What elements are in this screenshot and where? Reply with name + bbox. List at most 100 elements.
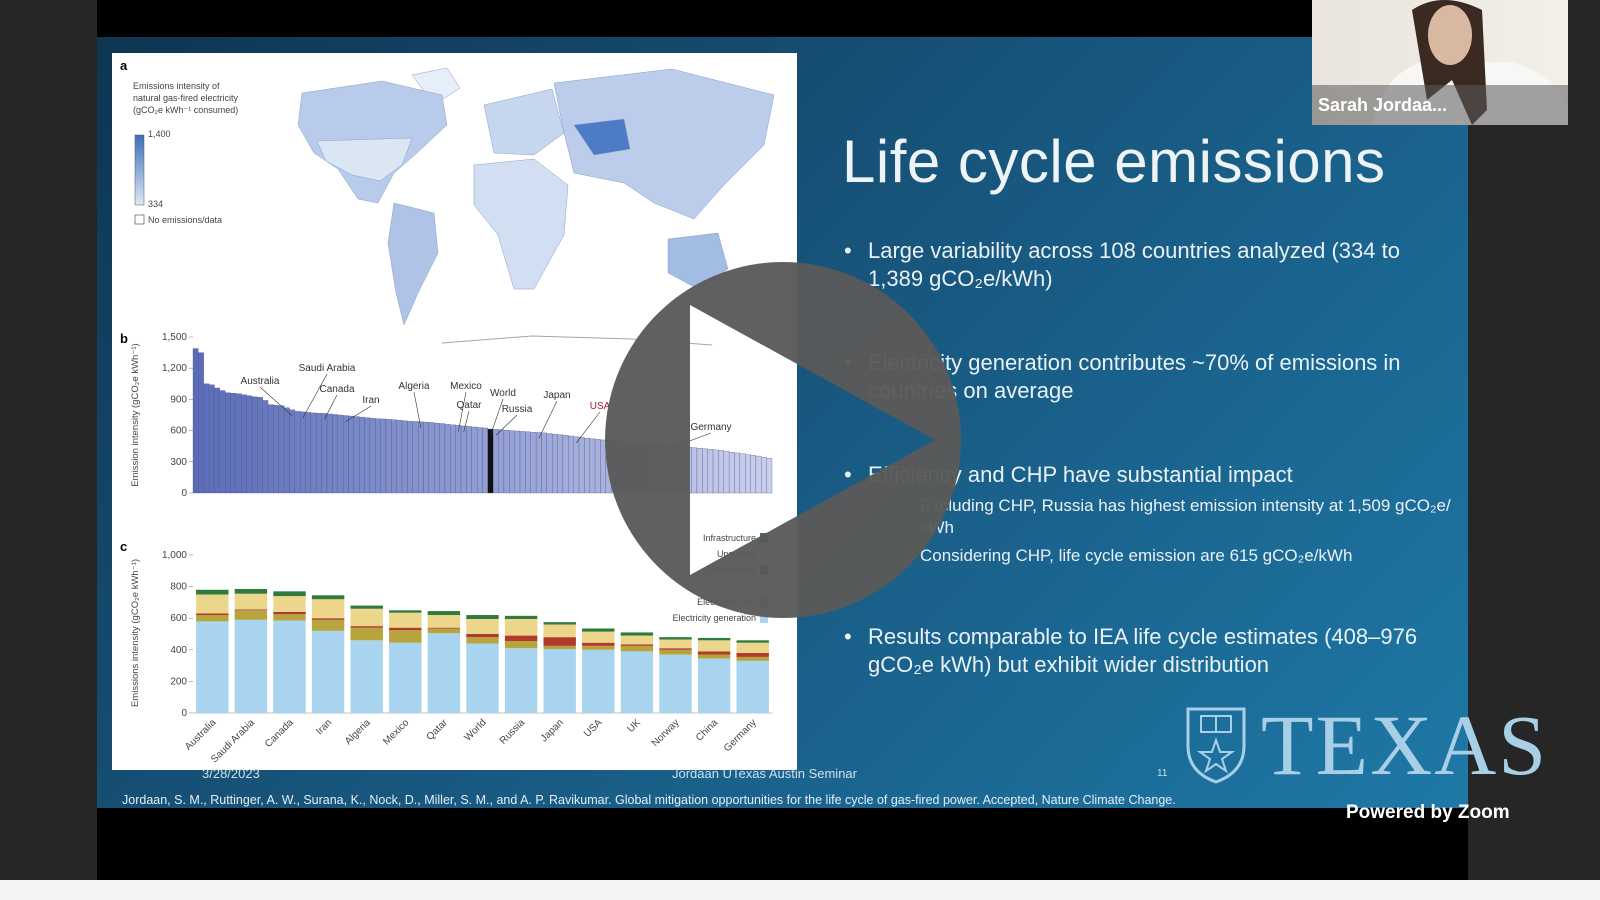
- bar-b: [766, 458, 773, 494]
- bar-segment-c: [543, 624, 576, 638]
- bar-segment-c: [466, 643, 499, 713]
- bar-segment-c: [736, 656, 769, 661]
- bar-segment-c: [504, 641, 538, 649]
- panel-c-stacked-bar-chart: 0 200 400 600 800 1,000 Emissions intensity (g…: [130, 533, 772, 765]
- bar-segment-c: [427, 633, 461, 713]
- bar-segment-c: [311, 630, 345, 713]
- bar-b: [600, 439, 606, 494]
- category-label-c: Germany: [722, 717, 759, 754]
- category-label-c: World: [463, 717, 489, 743]
- legend-label-c: Downstream: [705, 565, 756, 575]
- bar-segment-c: [736, 652, 769, 657]
- bar-segment-c: [466, 615, 499, 619]
- bar-b: [552, 433, 558, 494]
- bar-b: [241, 394, 247, 494]
- participant-name-bar: Sarah Jordaa...: [1312, 85, 1568, 125]
- bar-b: [342, 415, 349, 494]
- bar-segment-c: [427, 611, 461, 616]
- bar-segment-c: [273, 614, 306, 621]
- bar-b: [659, 445, 665, 494]
- y-axis-label-b: Emission intensity (gCO₂e kWh⁻¹): [130, 343, 141, 486]
- bottom-bar: [0, 880, 1600, 900]
- bar-segment-c: [350, 608, 383, 627]
- bar-b: [745, 454, 751, 494]
- bar-b: [412, 421, 419, 494]
- bar-segment-c: [234, 593, 268, 610]
- bullet-list: Large variability across 108 countries a…: [842, 237, 1452, 679]
- y-tick-label-c: 1,000: [162, 550, 187, 561]
- bar-segment-c: [620, 651, 654, 713]
- no-data-swatch: [134, 214, 145, 225]
- bar-b: [680, 446, 687, 494]
- country-label-b: Iran: [362, 395, 379, 406]
- category-label-c: USA: [582, 717, 605, 740]
- participant-video[interactable]: Sarah Jordaa...: [1312, 0, 1568, 125]
- bar-b: [594, 439, 601, 494]
- right-letterbox: [1468, 0, 1600, 880]
- bar-b: [578, 437, 585, 494]
- bar-b: [653, 444, 660, 494]
- bar-segment-c: [504, 615, 538, 619]
- y-axis-label-c: Emissions intensity (gCO₂e kWh⁻¹): [130, 559, 141, 707]
- map-legend-title-2: natural gas-fired electricity: [133, 93, 239, 103]
- label-leader-b: [413, 391, 422, 428]
- country-label-b: World: [490, 388, 516, 399]
- bar-b: [310, 412, 317, 494]
- bar-b: [455, 425, 462, 494]
- bar-b: [364, 417, 371, 494]
- bar-b: [348, 415, 354, 494]
- bar-b: [401, 420, 408, 494]
- bar-segment-c: [273, 596, 306, 612]
- legend-label-c: Infrastructure: [703, 533, 756, 543]
- bar-segment-c: [736, 660, 769, 713]
- bar-segment-c: [659, 649, 692, 655]
- y-tick-label-b: 1,200: [162, 363, 187, 374]
- y-tick-label-c: 800: [170, 582, 187, 593]
- bar-b: [696, 448, 703, 494]
- bar-b: [476, 427, 483, 494]
- bar-segment-c: [736, 640, 769, 643]
- country-label-b: Japan: [543, 390, 570, 401]
- bar-b: [514, 430, 521, 494]
- bar-b: [434, 422, 440, 494]
- bar-segment-c: [697, 637, 731, 641]
- bar-b: [262, 400, 269, 494]
- no-data-label: No emissions/data: [148, 215, 222, 225]
- bar-b: [702, 448, 708, 494]
- map-europe: [483, 88, 565, 156]
- country-label-b: Russia: [502, 404, 533, 415]
- left-letterbox: [0, 0, 97, 880]
- bar-b: [289, 409, 296, 494]
- bar-b: [192, 348, 199, 494]
- map-usa: [316, 137, 413, 182]
- bar-segment-c: [504, 618, 538, 636]
- label-leader-b: [345, 405, 372, 422]
- label-leader-b: [495, 414, 518, 436]
- map-asia: [553, 68, 775, 220]
- figure-panel: a Emissions intensity of natural gas-fir…: [112, 53, 797, 770]
- bar-b: [627, 442, 633, 494]
- bar-segment-c: [389, 610, 422, 613]
- bar-segment-c: [427, 627, 461, 629]
- bar-b: [418, 421, 424, 494]
- legend-swatch-c: [760, 597, 768, 607]
- bar-b: [691, 447, 698, 494]
- y-tick-label-c: 600: [170, 613, 187, 624]
- bar-b: [300, 411, 306, 494]
- bar-b: [621, 441, 628, 494]
- bar-segment-c: [659, 654, 692, 713]
- bar-segment-c: [697, 640, 731, 652]
- bar-segment-c: [620, 635, 654, 645]
- bar-b: [450, 424, 456, 494]
- bar-segment-c: [273, 611, 306, 615]
- map-kazakhstan: [573, 118, 631, 156]
- bar-b: [643, 443, 649, 494]
- panel-c-letter: c: [120, 539, 127, 554]
- bar-b: [375, 418, 381, 494]
- bar-segment-c: [582, 628, 615, 632]
- panel-b-letter: b: [120, 331, 128, 346]
- bar-b: [509, 430, 515, 494]
- bar-segment-c: [697, 658, 731, 713]
- y-tick-label-c: 200: [170, 676, 187, 687]
- bar-b: [332, 414, 338, 494]
